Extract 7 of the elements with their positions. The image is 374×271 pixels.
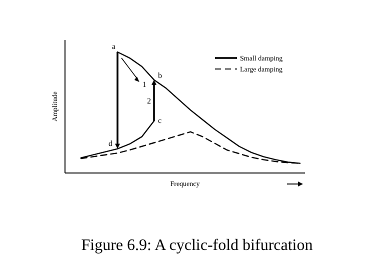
annotation: d (108, 138, 112, 148)
annotation: 1 (142, 80, 146, 89)
annotation: b (158, 70, 162, 80)
text: a (112, 42, 116, 51)
text: Figure 6.9: A cyclic-fold bifurcation (81, 237, 313, 254)
annotation: 2 (147, 96, 151, 106)
annotation: c (158, 116, 162, 125)
